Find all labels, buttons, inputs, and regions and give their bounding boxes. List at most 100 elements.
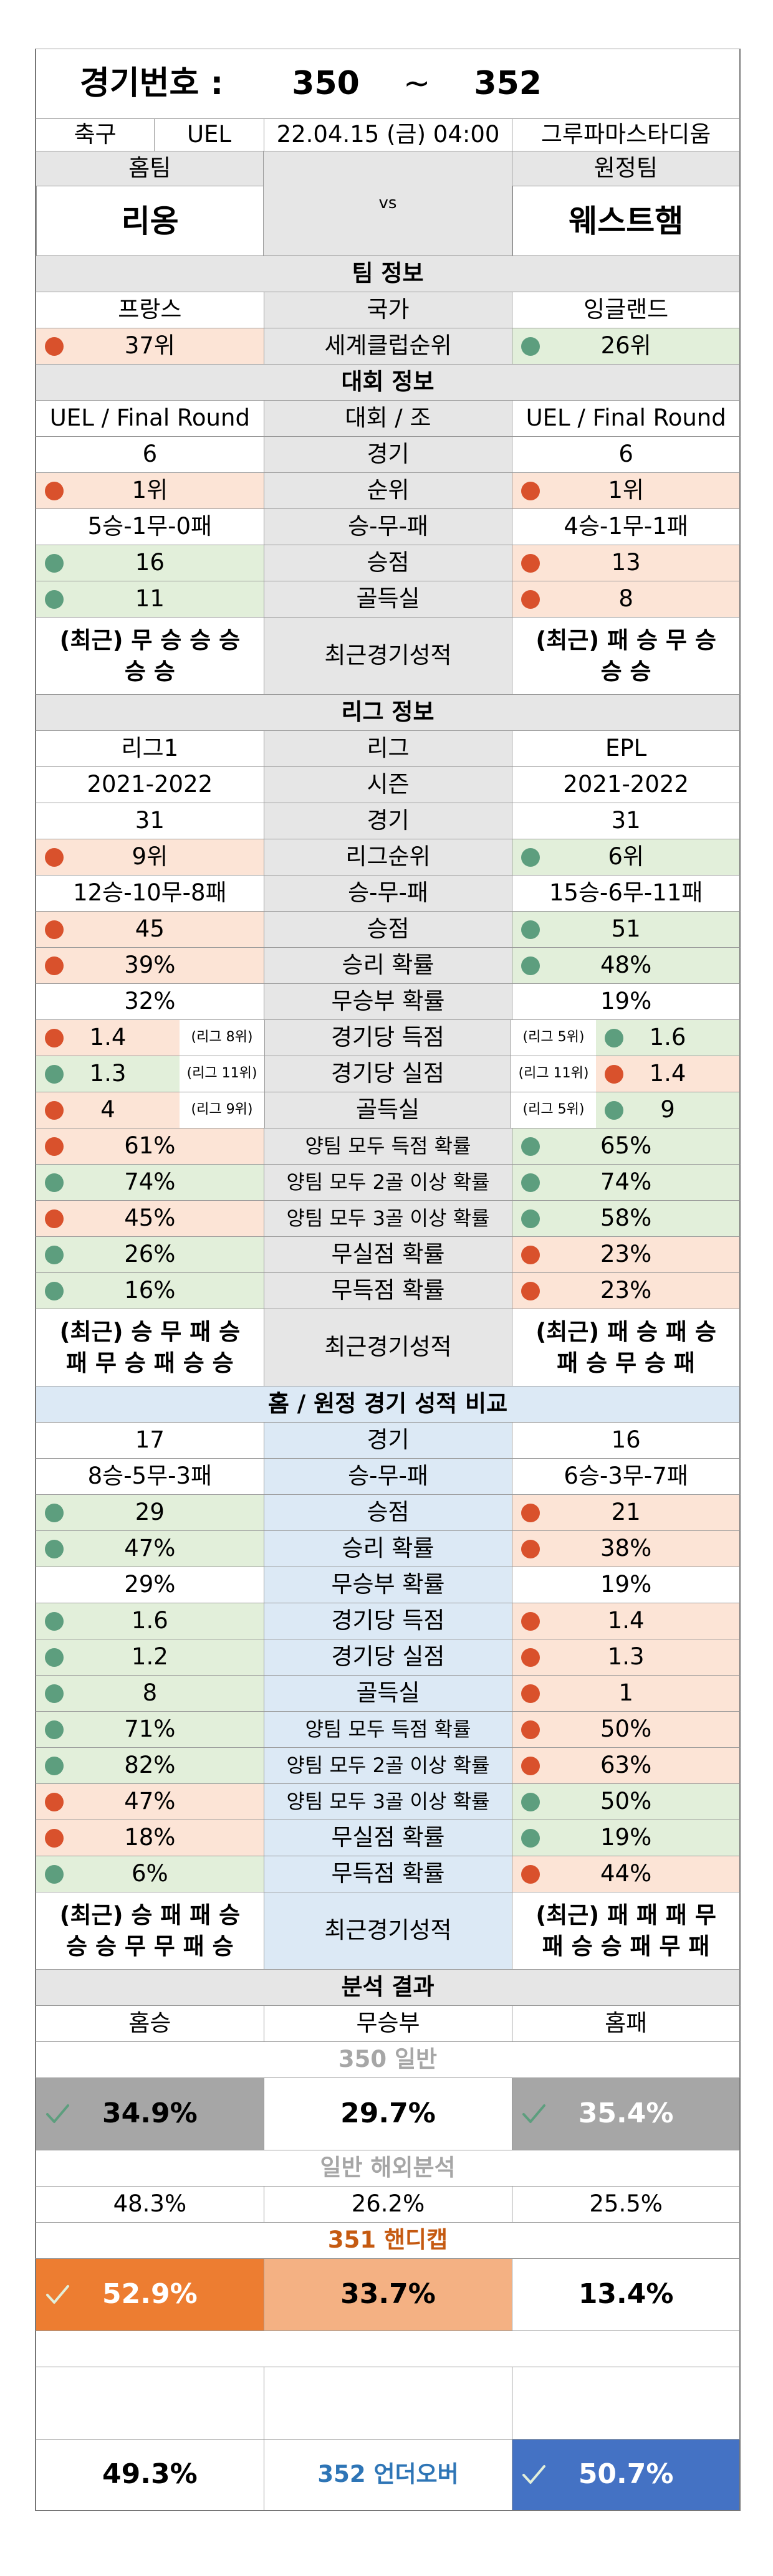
- general-draw-prob: 29.7%: [263, 2078, 512, 2150]
- green-dot-icon: [521, 920, 540, 939]
- stat-row: 16 승점 13: [35, 545, 741, 581]
- stat-label: 리그: [263, 731, 512, 766]
- stat-row: 9위 리그순위 6위: [35, 839, 741, 875]
- home-value: 71%: [36, 1712, 264, 1747]
- stat-label: 무득점 확률: [263, 1273, 512, 1309]
- home-team-name: 리옹: [36, 186, 263, 255]
- under-over-title: 352 언더오버: [263, 2440, 512, 2510]
- stat-label: 시즌: [263, 767, 512, 803]
- check-icon: [44, 2101, 71, 2128]
- home-league-rank: (리그 9위): [191, 1102, 253, 1118]
- spacer-row: [35, 2330, 741, 2367]
- home-value: 프랑스: [118, 296, 182, 323]
- home-value: 12승-10무-8패: [73, 879, 227, 907]
- away-value: 21: [512, 1495, 739, 1530]
- section-title-text: 대회 정보: [36, 365, 739, 400]
- red-dot-icon: [45, 1792, 64, 1811]
- home-value: 47%: [36, 1531, 264, 1567]
- away-value: 15승-6무-11패: [512, 875, 739, 911]
- green-dot-icon: [45, 589, 64, 609]
- green-dot-icon: [521, 1792, 540, 1811]
- handicap-away-prob-text: 13.4%: [578, 2278, 674, 2311]
- green-dot-icon: [45, 1648, 64, 1667]
- stat-label: 리그순위: [263, 839, 512, 875]
- home-value: 74%: [36, 1165, 264, 1200]
- red-dot-icon: [521, 1648, 540, 1667]
- outcome-header-row: 홈승 무승부 홈패: [35, 2005, 741, 2041]
- away-value: 6위: [512, 839, 739, 875]
- stat-label: 무실점 확률: [263, 1820, 512, 1856]
- stat-label: 양팀 모두 득점 확률: [263, 1128, 512, 1164]
- away-value: 6: [512, 437, 739, 472]
- home-win-label: 홈승: [128, 2010, 171, 2037]
- stat-row: 32% 무승부 확률 19%: [35, 983, 741, 1019]
- stat-label: 국가: [263, 292, 512, 328]
- home-recent-form: (최근) 승 패 패 승 승 승 무 무 패 승: [59, 1901, 241, 1960]
- stat-row-ranked: 4 (리그 9위) 골득실 (리그 5위) 9: [35, 1092, 741, 1128]
- away-value: 13: [512, 545, 739, 581]
- away-value: 65%: [512, 1128, 739, 1164]
- stat-row: 1위 순위 1위: [35, 472, 741, 508]
- home-recent-form: (최근) 무 승 승 승 승 승: [59, 626, 241, 685]
- away-value: 63%: [512, 1748, 739, 1783]
- handicap-home-prob: 52.9%: [36, 2259, 264, 2330]
- away-league-rank: (리그 5위): [522, 1102, 585, 1118]
- green-dot-icon: [45, 553, 64, 573]
- stat-label: 골득실: [263, 1676, 512, 1711]
- home-recent-form: (최근) 승 무 패 승 패 무 승 패 승 승: [59, 1318, 241, 1376]
- red-dot-icon: [521, 1756, 540, 1775]
- away-value: 잉글랜드: [512, 292, 739, 328]
- stat-label: 경기당 득점: [263, 1603, 512, 1639]
- red-dot-icon: [521, 1720, 540, 1739]
- datetime: 22.04.15 (금) 04:00: [263, 119, 512, 151]
- section-title-text: 일반 해외분석: [320, 2154, 456, 2182]
- recent-form-row: (최근) 승 무 패 승 패 무 승 패 승 승 최근경기성적 (최근) 패 승 패…: [35, 1309, 741, 1386]
- green-dot-icon: [45, 1245, 64, 1264]
- stat-label: 경기당 실점: [264, 1056, 511, 1092]
- home-value: 61%: [36, 1128, 264, 1164]
- away-value: 26위: [512, 328, 739, 364]
- home-value: 29%: [124, 1571, 176, 1598]
- handicap-draw-prob: 33.7%: [263, 2259, 512, 2330]
- green-dot-icon: [521, 1137, 540, 1156]
- stat-row: 6% 무득점 확률 44%: [35, 1856, 741, 1892]
- home-value: 리그1: [121, 735, 179, 762]
- home-value: 4: [36, 1092, 180, 1128]
- away-value: 9: [596, 1092, 739, 1128]
- green-dot-icon: [45, 1281, 64, 1300]
- stat-label: 세계클럽순위: [263, 328, 512, 364]
- red-dot-icon: [521, 1503, 540, 1522]
- red-dot-icon: [45, 1100, 64, 1120]
- stat-row-ranked: 1.3 (리그 11위) 경기당 실점 (리그 11위) 1.4: [35, 1056, 741, 1092]
- stat-row: UEL / Final Round 대회 / 조 UEL / Final Round: [35, 400, 741, 436]
- green-dot-icon: [521, 1209, 540, 1228]
- stat-label: 경기당 실점: [263, 1639, 512, 1675]
- stat-row: 29 승점 21: [35, 1494, 741, 1530]
- over-prob-text: 50.7%: [578, 2458, 674, 2491]
- away-value: 8: [512, 581, 739, 617]
- stat-row: 26% 무실점 확률 23%: [35, 1236, 741, 1272]
- stat-row: 29% 무승부 확률 19%: [35, 1567, 741, 1603]
- home-value: 8승-5무-3패: [87, 1462, 213, 1490]
- home-value: 31: [135, 807, 165, 834]
- away-value: EPL: [512, 731, 739, 766]
- home-value: UEL / Final Round: [49, 404, 250, 432]
- stat-label: 골득실: [264, 1092, 511, 1128]
- away-value: 38%: [512, 1531, 739, 1567]
- handicap-title: 351 핸디캡: [35, 2222, 741, 2258]
- away-value: 51: [512, 912, 739, 947]
- away-value: UEL / Final Round: [512, 401, 739, 436]
- stat-row: 31 경기 31: [35, 803, 741, 839]
- home-league-rank: (리그 11위): [186, 1066, 257, 1082]
- recent-form-row: (최근) 승 패 패 승 승 승 무 무 패 승 최근경기성적 (최근) 패 패 패…: [35, 1892, 741, 1969]
- away-value: 19%: [512, 1567, 739, 1603]
- recent-form-label: 최근경기성적: [263, 618, 512, 694]
- red-dot-icon: [45, 956, 64, 975]
- away-value: 1.4: [512, 1603, 739, 1639]
- stat-row: 1.6 경기당 득점 1.4: [35, 1603, 741, 1639]
- home-value: 45%: [36, 1201, 264, 1236]
- home-value: 39%: [36, 948, 264, 983]
- stat-row: 11 골득실 8: [35, 581, 741, 617]
- general-title: 350 일반: [35, 2041, 741, 2077]
- home-value: 6%: [36, 1856, 264, 1892]
